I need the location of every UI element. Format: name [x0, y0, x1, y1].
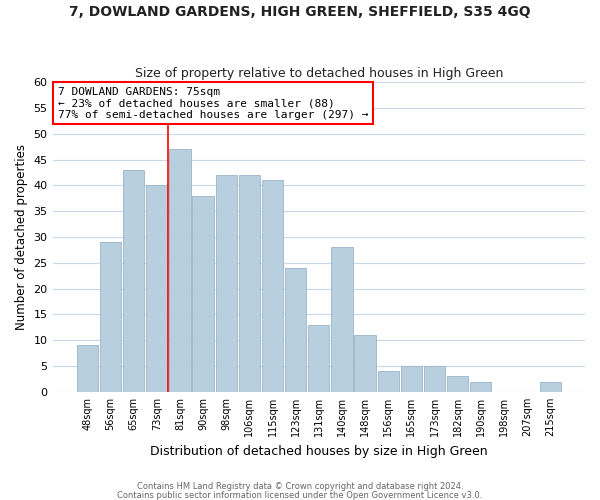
Y-axis label: Number of detached properties: Number of detached properties	[15, 144, 28, 330]
Bar	[77, 346, 98, 392]
Bar	[169, 149, 191, 392]
Text: 7 DOWLAND GARDENS: 75sqm
← 23% of detached houses are smaller (88)
77% of semi-d: 7 DOWLAND GARDENS: 75sqm ← 23% of detach…	[58, 86, 368, 120]
Text: 7, DOWLAND GARDENS, HIGH GREEN, SHEFFIELD, S35 4GQ: 7, DOWLAND GARDENS, HIGH GREEN, SHEFFIEL…	[69, 5, 531, 19]
Bar	[539, 382, 561, 392]
Text: Contains HM Land Registry data © Crown copyright and database right 2024.: Contains HM Land Registry data © Crown c…	[137, 482, 463, 491]
Bar	[193, 196, 214, 392]
X-axis label: Distribution of detached houses by size in High Green: Distribution of detached houses by size …	[150, 444, 488, 458]
Bar	[215, 175, 237, 392]
Bar	[447, 376, 468, 392]
Bar	[239, 175, 260, 392]
Bar	[424, 366, 445, 392]
Bar	[377, 372, 399, 392]
Bar	[470, 382, 491, 392]
Bar	[146, 186, 167, 392]
Bar	[123, 170, 145, 392]
Title: Size of property relative to detached houses in High Green: Size of property relative to detached ho…	[134, 66, 503, 80]
Bar	[401, 366, 422, 392]
Text: Contains public sector information licensed under the Open Government Licence v3: Contains public sector information licen…	[118, 490, 482, 500]
Bar	[355, 335, 376, 392]
Bar	[308, 325, 329, 392]
Bar	[285, 268, 306, 392]
Bar	[100, 242, 121, 392]
Bar	[262, 180, 283, 392]
Bar	[331, 248, 353, 392]
